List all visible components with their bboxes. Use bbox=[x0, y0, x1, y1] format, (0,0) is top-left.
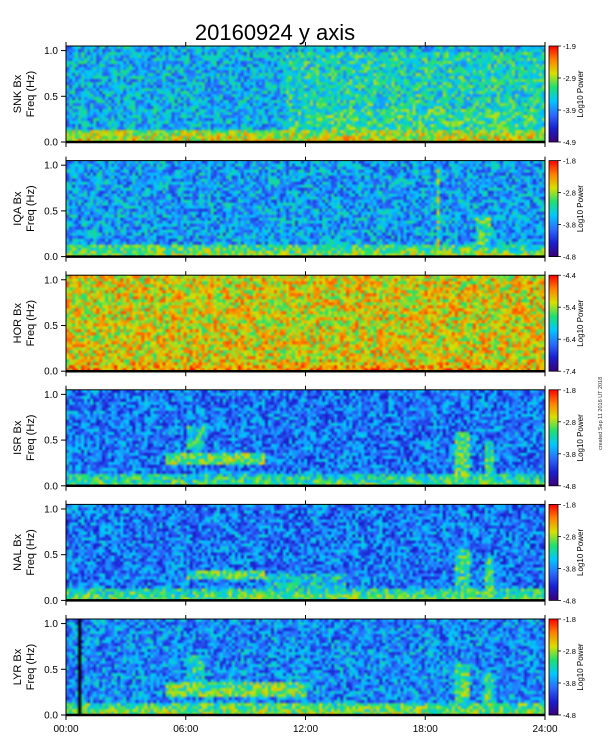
colorbar-tick-label: -3.8 bbox=[563, 450, 576, 459]
spectrogram-lyr bbox=[66, 619, 545, 715]
spectrogram-hor bbox=[66, 275, 545, 372]
y-axis-station-label: LYR Bx bbox=[12, 648, 24, 685]
figure-title: 20160924 y axis bbox=[195, 20, 355, 45]
panel-isr: 0.0 0.5 1.0 ISR Bx Freq (Hz) -1.8 -2.8 -3.8 -4.8… bbox=[12, 385, 585, 492]
colorbar-snk bbox=[548, 45, 559, 143]
y-tick-label: 0.5 bbox=[44, 206, 58, 217]
colorbar-tick-label: -7.4 bbox=[563, 367, 576, 376]
y-tick-label: 0.0 bbox=[44, 481, 58, 492]
colorbar-tick-label: -1.8 bbox=[563, 386, 576, 395]
colorbar-tick-label: -4.8 bbox=[563, 482, 576, 491]
panel-iqa: 0.0 0.5 1.0 IQA Bx Freq (Hz) -1.8 -2.8 -3.8 -4.8… bbox=[12, 156, 585, 263]
colorbar-tick-label: -5.4 bbox=[563, 303, 576, 312]
colorbar-label: Log10 Power bbox=[576, 414, 585, 461]
colorbar-tick-label: -4.8 bbox=[563, 711, 576, 720]
y-axis-freq-label: Freq (Hz) bbox=[25, 71, 37, 117]
spectrogram-iqa bbox=[66, 160, 545, 257]
colorbar-tick-label: -4.8 bbox=[563, 253, 576, 262]
colorbar-tick-label: -3.9 bbox=[563, 106, 576, 115]
y-tick-label: 0.0 bbox=[44, 252, 58, 263]
colorbar-tick-label: -2.8 bbox=[563, 189, 576, 198]
colorbar-tick-label: -2.9 bbox=[563, 74, 576, 83]
colorbar-iqa bbox=[548, 160, 559, 258]
y-tick-label: 0.5 bbox=[44, 550, 58, 561]
colorbar-isr bbox=[548, 389, 559, 487]
panel-hor: 0.0 0.5 1.0 HOR Bx Freq (Hz) -4.4 -5.4 -6.4 -7.4… bbox=[12, 271, 585, 378]
colorbar-tick-label: -4.8 bbox=[563, 596, 576, 605]
y-tick-label: 0.5 bbox=[44, 92, 58, 103]
y-tick-label: 1.0 bbox=[44, 46, 58, 57]
y-tick-label: 1.0 bbox=[44, 504, 58, 515]
spectrogram-snk bbox=[66, 46, 545, 142]
colorbar-tick-label: -3.8 bbox=[563, 564, 576, 573]
colorbar-lyr bbox=[548, 618, 559, 716]
x-tick-label: 24:00 bbox=[532, 724, 557, 735]
colorbar-tick-label: -1.8 bbox=[563, 157, 576, 166]
y-axis-station-label: HOR Bx bbox=[12, 303, 24, 344]
colorbar-nal bbox=[548, 503, 559, 601]
y-tick-label: 0.0 bbox=[44, 596, 58, 607]
y-tick-label: 0.0 bbox=[44, 367, 58, 378]
y-axis-station-label: SNK Bx bbox=[12, 74, 24, 113]
panel-lyr: 0.0 0.5 1.0 LYR Bx Freq (Hz) -1.8 -2.8 -3.8 -4.8… bbox=[12, 615, 585, 722]
colorbar-tick-label: -1.8 bbox=[563, 615, 576, 624]
side-note-text: created Sep 11 2016 UT 2018 bbox=[598, 376, 604, 450]
colorbar-tick-label: -2.8 bbox=[563, 532, 576, 541]
y-axis-freq-label: Freq (Hz) bbox=[25, 644, 37, 690]
spectrogram-isr bbox=[66, 389, 545, 486]
x-tick-label: 00:00 bbox=[53, 724, 78, 735]
y-axis-station-label: ISR Bx bbox=[12, 420, 24, 455]
x-tick-label: 18:00 bbox=[413, 724, 438, 735]
colorbar-tick-label: -4.9 bbox=[563, 138, 576, 147]
colorbar-label: Log10 Power bbox=[576, 299, 585, 346]
colorbar-tick-label: -1.8 bbox=[563, 500, 576, 509]
y-tick-label: 0.5 bbox=[44, 321, 58, 332]
y-tick-label: 0.0 bbox=[44, 138, 58, 149]
colorbar-label: Log10 Power bbox=[576, 643, 585, 690]
colorbar-tick-label: -4.4 bbox=[563, 271, 576, 280]
y-axis-station-label: IQA Bx bbox=[12, 191, 24, 226]
colorbar-tick-label: -2.8 bbox=[563, 647, 576, 656]
spectrogram-nal bbox=[66, 504, 545, 601]
y-tick-label: 0.5 bbox=[44, 436, 58, 447]
panel-nal: 0.0 0.5 1.0 NAL Bx Freq (Hz) -1.8 -2.8 -3.8 -4.8… bbox=[12, 500, 585, 607]
colorbar-tick-label: -6.4 bbox=[563, 335, 576, 344]
side-note: created Sep 11 2016 UT 2018 bbox=[596, 320, 610, 460]
y-axis-freq-label: Freq (Hz) bbox=[25, 185, 37, 231]
colorbar-tick-label: -1.9 bbox=[563, 42, 576, 51]
y-tick-label: 0.0 bbox=[44, 711, 58, 722]
panel-snk: 0.0 0.5 1.0 SNK Bx Freq (Hz) -1.9 -2.9 -3.9 -4.9… bbox=[12, 42, 585, 149]
y-axis-freq-label: Freq (Hz) bbox=[25, 529, 37, 575]
y-tick-label: 1.0 bbox=[44, 390, 58, 401]
colorbar-label: Log10 Power bbox=[576, 185, 585, 232]
y-tick-label: 1.0 bbox=[44, 619, 58, 630]
colorbar-tick-label: -3.8 bbox=[563, 221, 576, 230]
x-tick-label: 06:00 bbox=[173, 724, 198, 735]
y-tick-label: 1.0 bbox=[44, 275, 58, 286]
y-axis-freq-label: Freq (Hz) bbox=[25, 300, 37, 346]
y-axis-station-label: NAL Bx bbox=[12, 533, 24, 570]
colorbar-label: Log10 Power bbox=[576, 528, 585, 575]
x-tick-label: 12:00 bbox=[293, 724, 318, 735]
colorbar-tick-label: -2.8 bbox=[563, 418, 576, 427]
y-tick-label: 0.5 bbox=[44, 665, 58, 676]
colorbar-tick-label: -3.8 bbox=[563, 679, 576, 688]
y-tick-label: 1.0 bbox=[44, 161, 58, 172]
y-axis-freq-label: Freq (Hz) bbox=[25, 415, 37, 461]
colorbar-label: Log10 Power bbox=[576, 70, 585, 117]
colorbar-hor bbox=[548, 274, 559, 372]
